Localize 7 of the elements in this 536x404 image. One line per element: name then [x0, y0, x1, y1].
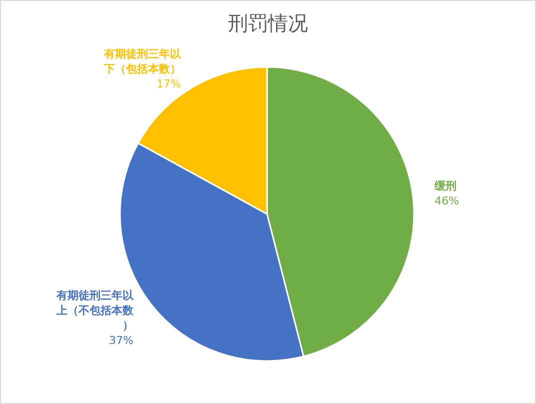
data-label: 37%	[109, 334, 134, 348]
slice-label: 有期徒刑三年以下（包括本数）	[102, 48, 182, 76]
slice-label: 缓刑	[434, 179, 457, 192]
data-label: 46%	[434, 194, 460, 208]
slice-label: 有期徒刑三年以上（不包括本数）	[55, 289, 134, 332]
chart-title: 刑罚情况	[228, 11, 308, 35]
data-label: 17%	[156, 78, 181, 91]
